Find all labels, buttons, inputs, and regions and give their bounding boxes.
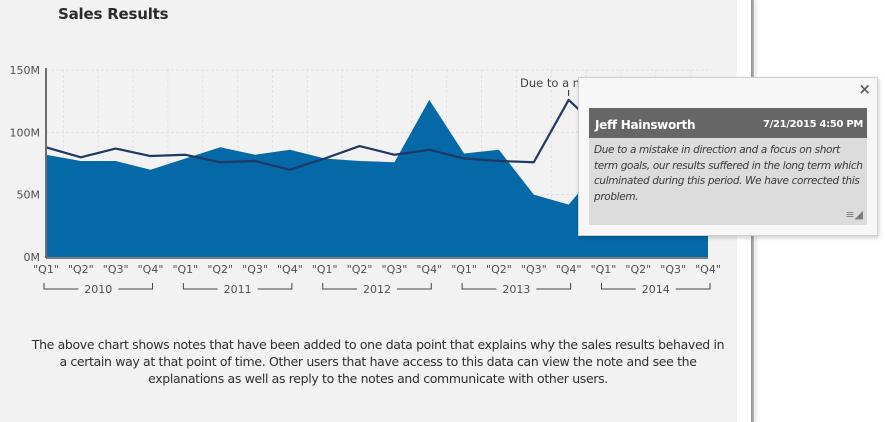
x-tick-label: "Q4" (277, 263, 303, 276)
y-tick-label: 150M (10, 64, 41, 77)
menu-icon[interactable]: ≡◢ (845, 208, 863, 221)
x-tick-label: "Q4" (416, 263, 442, 276)
x-tick-label: "Q4" (556, 263, 582, 276)
x-tick-label: "Q2" (347, 263, 373, 276)
year-label: 2010 (84, 283, 112, 296)
x-tick-label: "Q1" (312, 263, 338, 276)
year-bracket (461, 283, 572, 290)
year-bracket (600, 283, 711, 290)
note-header: Jeff Hainsworth 7/21/2015 4:50 PM (589, 108, 867, 138)
x-tick-label: "Q2" (68, 263, 94, 276)
year-label: 2013 (502, 283, 530, 296)
x-tick-label: "Q1" (172, 263, 198, 276)
y-tick-label: 50M (17, 189, 41, 202)
year-bracket (182, 283, 293, 290)
y-tick-label: 0M (24, 251, 41, 264)
x-tick-label: "Q1" (591, 263, 617, 276)
year-label: 2012 (363, 283, 391, 296)
close-icon[interactable]: × (858, 80, 871, 98)
year-label: 2011 (224, 283, 252, 296)
year-label: 2014 (642, 283, 670, 296)
chart-caption: The above chart shows notes that have be… (31, 337, 725, 386)
note-popup[interactable]: × Jeff Hainsworth 7/21/2015 4:50 PM Due … (578, 77, 878, 236)
x-tick-label: "Q3" (242, 263, 268, 276)
sales-area-series (46, 99, 708, 257)
x-tick-label: "Q2" (625, 263, 651, 276)
note-author: Jeff Hainsworth (595, 118, 696, 132)
x-tick-label: "Q1" (33, 263, 59, 276)
sales-chart[interactable]: 0M 50M 100M 150M Due to a m "Q1" "Q2" "Q3" "Q4" "… (0, 0, 737, 310)
x-tick-label: "Q4" (695, 263, 721, 276)
note-text: Due to a mistake in direction and a focu… (594, 144, 863, 203)
chart-title: Sales Results (58, 5, 169, 23)
x-tick-label: "Q2" (486, 263, 512, 276)
x-tick-label: "Q3" (521, 263, 547, 276)
x-tick-label: "Q3" (103, 263, 129, 276)
x-tick-label: "Q1" (451, 263, 477, 276)
y-tick-label: 100M (10, 126, 41, 139)
note-body: Due to a mistake in direction and a focu… (589, 138, 867, 225)
x-tick-label: "Q3" (660, 263, 686, 276)
year-bracket (43, 283, 154, 290)
x-tick-label: "Q3" (382, 263, 408, 276)
annotation-label: Due to a m (520, 76, 584, 90)
x-tick-label: "Q2" (207, 263, 233, 276)
year-bracket (322, 283, 432, 290)
note-timestamp: 7/21/2015 4:50 PM (762, 119, 863, 130)
x-tick-label: "Q4" (138, 263, 164, 276)
